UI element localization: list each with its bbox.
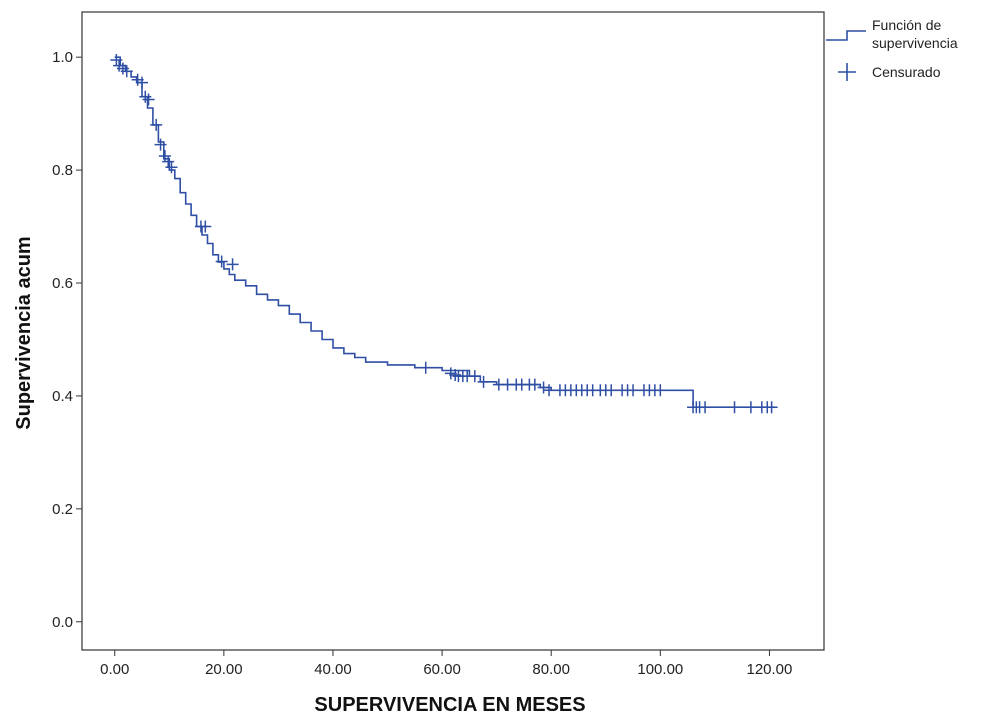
censor-marks-layer [110,53,778,414]
censor-mark [765,401,778,414]
legend-survival-label-line1: Función de [872,17,941,33]
legend-step-line-icon [826,30,866,41]
censor-mark [226,258,239,271]
censor-mark [136,76,149,89]
censor-mark [627,384,640,397]
y-axis: 0.0 0.2 0.4 0.6 0.8 1.0 [52,49,82,631]
censor-mark [537,381,550,394]
censor-mark [150,118,163,131]
censor-mark [199,220,212,233]
legend-plus-icon [838,63,856,81]
x-tick-label: 120.00 [746,661,792,678]
censor-mark [654,384,667,397]
censor-mark [154,138,167,151]
legend: Función de supervivencia Censurado [826,17,958,81]
x-tick-label: 60.00 [423,661,461,678]
censor-mark [699,401,712,414]
x-axis-title: SUPERVIVENCIA EN MESES [314,694,585,716]
plot-frame [81,11,825,651]
censor-mark [528,378,541,391]
y-tick-label: 0.8 [52,162,73,179]
censor-mark [744,401,757,414]
y-tick-label: 0.0 [52,614,73,631]
x-tick-label: 0.00 [100,661,129,678]
censor-mark [468,370,481,383]
x-tick-label: 80.00 [532,661,570,678]
censor-mark [419,361,432,374]
censor-mark [728,401,741,414]
y-tick-label: 0.4 [52,388,73,405]
y-tick-label: 0.2 [52,501,73,518]
y-tick-label: 1.0 [52,49,73,66]
censor-mark [110,53,123,66]
censor-mark [165,161,178,174]
x-tick-label: 20.00 [205,661,243,678]
censor-mark [477,375,490,388]
legend-censored-label: Censurado [872,64,941,80]
x-tick-label: 100.00 [637,661,683,678]
censor-mark [142,93,155,106]
y-tick-label: 0.6 [52,275,73,292]
y-axis-title: Supervivencia acum [13,236,35,429]
censor-mark [543,384,556,397]
x-tick-label: 40.00 [314,661,352,678]
censor-mark [215,255,228,268]
legend-survival-label-line2: supervivencia [872,35,958,51]
censor-mark [120,65,133,78]
x-axis: 0.00 20.00 40.00 60.00 80.00 100.00 120.00 [100,650,792,678]
censor-mark [605,384,618,397]
